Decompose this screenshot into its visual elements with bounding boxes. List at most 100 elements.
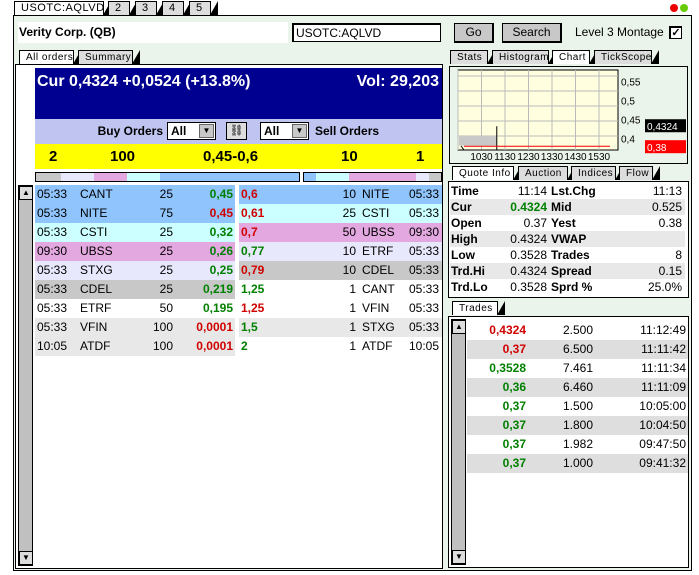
- maximize-dot-icon[interactable]: [680, 4, 688, 12]
- quote-value: 0.3528: [510, 280, 547, 294]
- buy-filter-value: All: [171, 124, 187, 138]
- trade-row: 0,4324 2.500 11:12:49: [467, 321, 688, 340]
- buy-order-row[interactable]: 05:33 VFIN 100 0,0001: [35, 318, 235, 337]
- sell-order-row[interactable]: 1,5 1 STXG 05:33: [239, 318, 442, 337]
- window-tab-5[interactable]: 5: [189, 1, 218, 15]
- tab-auction[interactable]: Auction: [518, 166, 575, 180]
- order-size: 1: [349, 282, 356, 296]
- scroll-up-icon[interactable]: ▲: [452, 320, 466, 334]
- buy-order-row[interactable]: 05:33 ETRF 50 0,195: [35, 299, 235, 318]
- trade-time: 09:41:32: [639, 456, 686, 470]
- quote-value: 0.3528: [510, 248, 547, 262]
- window-tab-4[interactable]: 4: [162, 1, 191, 15]
- search-button[interactable]: Search: [502, 23, 562, 43]
- montage-checkbox[interactable]: ✓: [669, 26, 682, 39]
- sell-order-row[interactable]: 0,6 10 NITE 05:33: [239, 185, 442, 204]
- buy-order-row[interactable]: 05:33 CANT 25 0,45: [35, 185, 235, 204]
- quote-row: Open 0.37 Yest 0.38: [450, 215, 685, 231]
- market-maker: ATDF: [362, 339, 393, 353]
- sell-order-row[interactable]: 1,25 1 VFIN 05:33: [239, 299, 442, 318]
- y-tick-label: 0,45: [621, 116, 641, 127]
- window-tab-3[interactable]: 3: [135, 1, 164, 15]
- buy-order-row[interactable]: 05:33 NITE 75 0,45: [35, 204, 235, 223]
- tab-histogram[interactable]: Histogram: [492, 50, 556, 64]
- order-price: 1,5: [241, 320, 258, 334]
- buy-order-row[interactable]: 05:33 STXG 25 0,25: [35, 261, 235, 280]
- trades-scrollbar[interactable]: ▲ ▼: [451, 319, 466, 565]
- trade-size: 6.460: [563, 380, 594, 394]
- scroll-up-icon[interactable]: ▲: [19, 186, 33, 200]
- sell-order-row[interactable]: 0,7 50 UBSS 09:30: [239, 223, 442, 242]
- quote-value: 0.15: [658, 264, 682, 278]
- order-size: 75: [159, 206, 173, 220]
- tab-quote-info[interactable]: Quote Info: [452, 166, 521, 180]
- sell-filter-select[interactable]: All ▼: [260, 122, 309, 140]
- quote-value: 8: [675, 248, 682, 262]
- quote-label: Time: [451, 184, 479, 198]
- close-dot-icon[interactable]: [670, 4, 678, 12]
- sell-order-row[interactable]: 0,77 10 ETRF 05:33: [239, 242, 442, 261]
- tab-all-orders[interactable]: All orders: [19, 50, 81, 64]
- market-maker: CANT: [80, 187, 113, 201]
- volume: Vol: 29,203: [356, 73, 439, 90]
- x-tick-label: 1430: [564, 152, 587, 163]
- symbol-input[interactable]: [292, 23, 441, 42]
- trade-time: 10:04:50: [639, 418, 686, 432]
- tab-chart[interactable]: Chart: [552, 50, 597, 64]
- order-price: 0,61: [241, 206, 265, 220]
- buy-order-row[interactable]: 05:33 CSTI 25 0,32: [35, 223, 235, 242]
- scroll-down-icon[interactable]: ▼: [452, 550, 466, 564]
- tab-tickscope[interactable]: TickScope: [594, 50, 659, 64]
- trade-price: 0,37: [502, 437, 526, 451]
- order-size: 25: [159, 263, 173, 277]
- order-time: 05:33: [37, 187, 68, 201]
- buy-order-row[interactable]: 09:30 UBSS 25 0,26: [35, 242, 235, 261]
- window-tab-2[interactable]: 2: [108, 1, 137, 15]
- buy-order-row[interactable]: 05:33 CDEL 25 0,219: [35, 280, 235, 299]
- buy-filter-select[interactable]: All ▼: [167, 122, 216, 140]
- tab-flow[interactable]: Flow: [619, 166, 660, 180]
- summary-bar: 2 100 0,45-0,6 10 1: [35, 144, 442, 169]
- order-size: 25: [159, 282, 173, 296]
- market-maker: ETRF: [80, 301, 112, 315]
- buy-order-row[interactable]: 10:05 ATDF 100 0,0001: [35, 337, 235, 356]
- trade-row: 0,37 1.982 09:47:50: [467, 435, 688, 454]
- company-name: Verity Corp. (QB): [18, 22, 288, 43]
- order-time: 05:33: [37, 282, 68, 296]
- buy-size: 100: [110, 148, 136, 165]
- sell-order-row[interactable]: 2 1 ATDF 10:05: [239, 337, 442, 356]
- tab-indices[interactable]: Indices: [571, 166, 623, 180]
- x-tick-label: 1130: [494, 152, 516, 163]
- sell-order-row[interactable]: 0,61 25 CSTI 05:33: [239, 204, 442, 223]
- sell-order-row[interactable]: 0,79 10 CDEL 05:33: [239, 261, 442, 280]
- cur-price-label: 0,4324: [647, 122, 678, 133]
- market-maker: CSTI: [80, 225, 108, 239]
- order-price: 0,195: [202, 301, 233, 315]
- order-time: 05:33: [408, 206, 439, 220]
- chevron-down-icon: ▼: [292, 124, 307, 138]
- order-size: 1: [349, 301, 356, 315]
- sell-count: 1: [416, 148, 425, 165]
- window-tab-1[interactable]: USOTC:AQLVD: [14, 1, 111, 15]
- tab-stats[interactable]: Stats: [450, 50, 495, 64]
- market-maker: STXG: [80, 263, 113, 277]
- order-size: 1: [349, 339, 356, 353]
- go-button[interactable]: Go: [454, 23, 494, 43]
- order-time: 10:05: [37, 339, 68, 353]
- order-size: 1: [349, 320, 356, 334]
- order-size: 50: [342, 225, 356, 239]
- tab-trades[interactable]: Trades: [452, 301, 505, 315]
- trade-price: 0,37: [502, 342, 526, 356]
- sell-order-row[interactable]: 1,25 1 CANT 05:33: [239, 280, 442, 299]
- tab-summary[interactable]: Summary: [78, 50, 140, 64]
- price-chart: 0,55 0,5 0,45 0,4 1030 1130 1230 1330 1430 1530 0,…: [457, 69, 686, 163]
- quote-row: High 0.4324 VWAP: [450, 231, 685, 247]
- y-tick-label: 0,5: [621, 96, 635, 107]
- order-time: 05:33: [37, 263, 68, 277]
- order-scrollbar[interactable]: ▲ ▼: [18, 185, 33, 566]
- chain-link-icon[interactable]: ⛓: [226, 122, 247, 140]
- order-price: 1,25: [241, 282, 265, 296]
- market-maker: UBSS: [80, 244, 113, 258]
- scroll-down-icon[interactable]: ▼: [19, 551, 33, 565]
- market-maker: CANT: [362, 282, 395, 296]
